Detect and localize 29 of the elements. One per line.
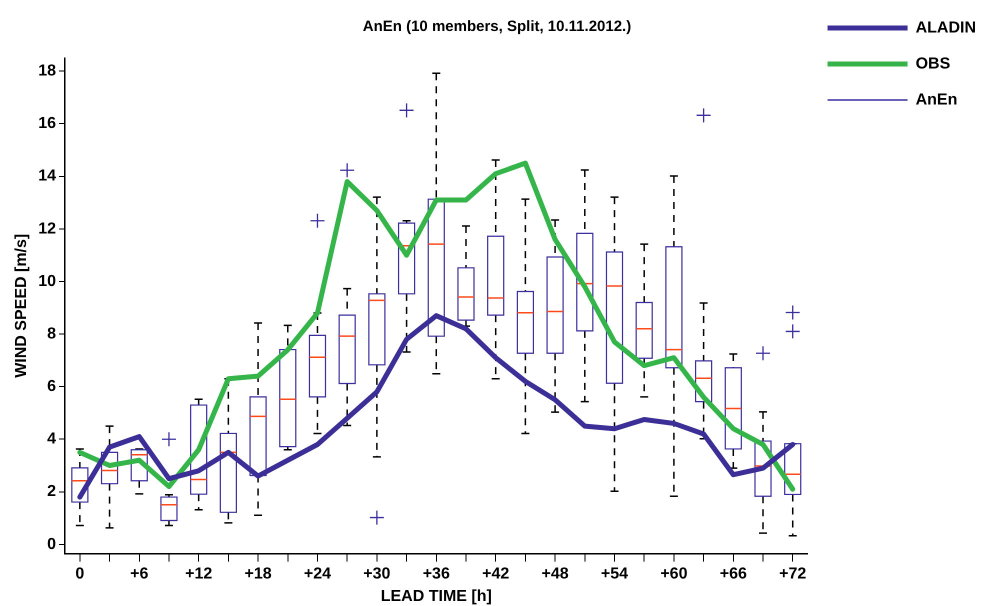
x-tick-label: +18 (244, 566, 272, 583)
x-tick-label: +30 (363, 566, 391, 583)
x-tick-label: +42 (482, 566, 510, 583)
x-tick-label: +60 (660, 566, 688, 583)
y-tick-label: 14 (38, 168, 56, 185)
x-tick-label: 0 (75, 566, 84, 583)
x-tick-label: +66 (720, 566, 747, 583)
y-tick-label: 10 (38, 272, 56, 290)
y-axis-title: WIND SPEED [m/s] (13, 234, 30, 378)
x-tick-label: +36 (422, 566, 450, 583)
legend-label: OBS (916, 55, 951, 72)
chart-title: AnEn (10 members, Split, 10.11.2012.) (362, 18, 632, 36)
y-tick-label: 16 (38, 115, 56, 132)
y-tick-label: 6 (47, 378, 56, 396)
y-tick-label: 8 (47, 325, 56, 342)
legend-label: AnEn (916, 91, 958, 108)
y-tick-label: 2 (47, 483, 56, 500)
legend-label: ALADIN (916, 19, 976, 36)
x-tick-label: +54 (600, 566, 628, 583)
x-tick-label: +72 (779, 566, 806, 583)
y-tick-label: 4 (47, 430, 56, 448)
x-tick-label: +12 (185, 566, 212, 583)
x-tick-label: +48 (542, 566, 569, 583)
x-tick-label: +6 (130, 566, 148, 583)
y-tick-label: 12 (38, 220, 56, 238)
y-tick-label: 18 (38, 62, 56, 80)
x-axis-title: LEAD TIME [h] (380, 588, 492, 605)
x-tick-label: +24 (304, 566, 332, 583)
y-tick-label: 0 (47, 536, 56, 553)
